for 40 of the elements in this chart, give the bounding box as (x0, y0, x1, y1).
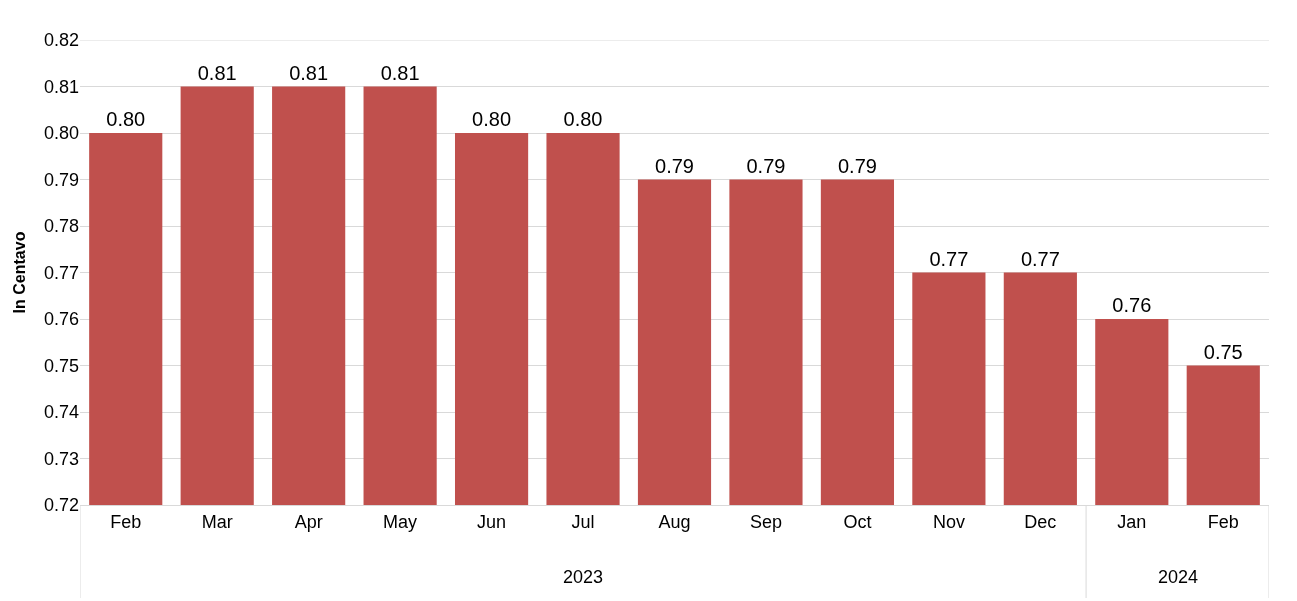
text: 0.74 (43, 402, 79, 423)
text: 2024 (1158, 567, 1199, 587)
x-tick-label: Apr (294, 511, 323, 532)
x-tick-label: Nov (932, 511, 965, 532)
x-tick-label: Mar (201, 511, 233, 532)
data-label: 0.81 (197, 61, 237, 84)
text: 0.79 (43, 169, 79, 190)
x-tick-label: Feb (110, 511, 142, 532)
text: 0.78 (43, 216, 79, 237)
data-label: 0.80 (563, 108, 603, 130)
x-tick-label: Jan (1117, 511, 1147, 532)
x-tick-label: Feb (1207, 511, 1239, 532)
data-label: 0.80 (472, 108, 512, 130)
x-tick-label: Oct (843, 511, 872, 532)
text: 0.81 (43, 76, 79, 97)
data-label: 0.81 (289, 61, 329, 84)
data-label: 0.77 (929, 247, 969, 270)
data-label: 0.77 (1020, 247, 1060, 270)
text: 0.73 (43, 448, 79, 469)
text: 2023 (563, 567, 604, 587)
text: 0.77 (43, 262, 79, 283)
text: 0.76 (43, 309, 79, 330)
x-tick-label: Jul (571, 511, 595, 532)
x-tick-label: Sep (749, 511, 782, 532)
data-label: 0.80 (106, 108, 146, 130)
data-label: 0.81 (380, 61, 420, 84)
text: 0.75 (43, 355, 79, 376)
text: 0.80 (43, 123, 79, 144)
data-label: 0.76 (1112, 294, 1152, 316)
x-tick-label: Dec (1024, 511, 1057, 532)
y-axis-title: In Centavo (10, 231, 28, 314)
x-tick-label: May (383, 511, 418, 532)
data-label: 0.79 (746, 154, 786, 177)
data-label: 0.79 (655, 154, 694, 177)
data-label: 0.79 (837, 154, 877, 177)
text: 0.72 (43, 495, 79, 516)
data-label: 0.75 (1203, 340, 1243, 363)
text: 0.82 (43, 30, 79, 51)
x-tick-label: Jun (477, 511, 507, 532)
x-tick-label: Aug (658, 511, 691, 532)
